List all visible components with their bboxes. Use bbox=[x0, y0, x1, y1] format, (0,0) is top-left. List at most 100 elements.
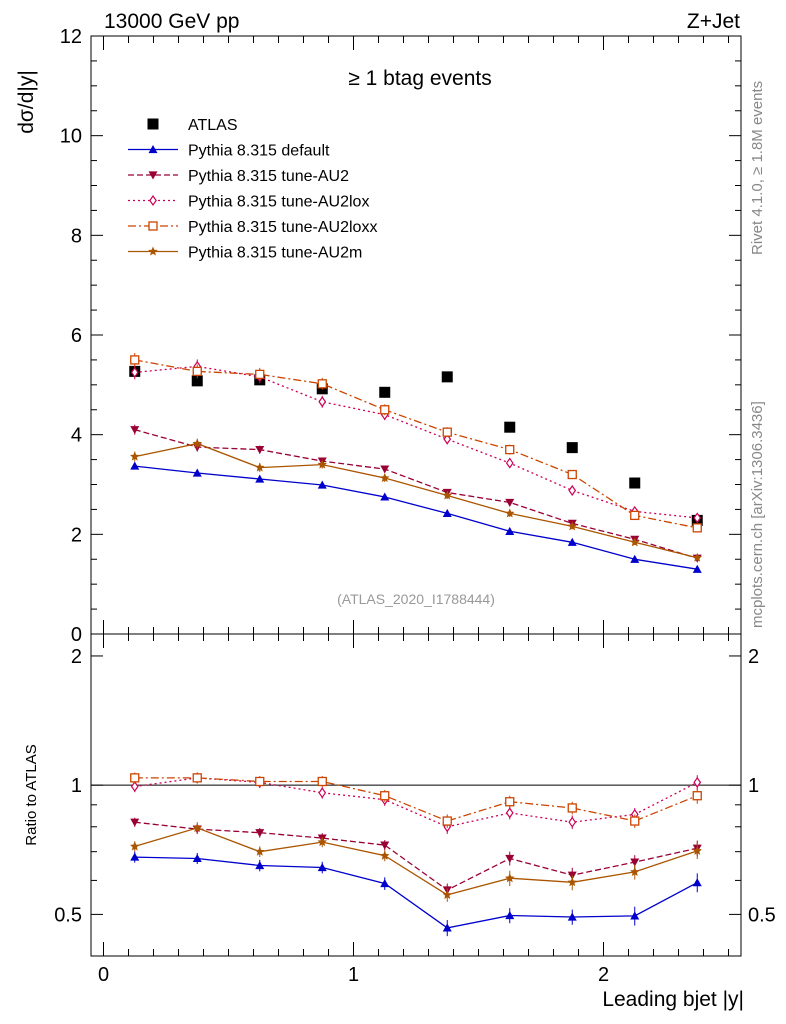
legend-marker bbox=[148, 221, 158, 231]
main-y-tick-label: 12 bbox=[60, 26, 82, 48]
main-point-pythia-8-315-tune-au2m bbox=[192, 438, 202, 448]
rivet-version-label: Rivet 4.1.0, ≥ 1.8M events bbox=[749, 81, 766, 255]
ratio-point-pythia-8-315-tune-au2 bbox=[630, 858, 640, 867]
legend-marker bbox=[149, 194, 157, 207]
ratio-series-pythia-8-315-tune-au2lox bbox=[130, 772, 702, 834]
main-point-atlas bbox=[441, 371, 453, 383]
ratio-y-tick-label: 0.5 bbox=[54, 904, 82, 926]
main-point-pythia-8-315-tune-au2lox bbox=[693, 512, 702, 524]
main-point-pythia-8-315-tune-au2lox bbox=[505, 457, 514, 469]
ratio-line-pythia-8-315-default bbox=[134, 856, 698, 929]
analysis-id-label: (ATLAS_2020_I1788444) bbox=[337, 591, 495, 607]
ratio-point-pythia-8-315-tune-au2lox bbox=[568, 816, 577, 828]
ratio-point-pythia-8-315-tune-au2loxx bbox=[380, 791, 390, 801]
main-point-pythia-8-315-tune-au2loxx bbox=[255, 369, 265, 380]
legend-item-pythia-8-315-tune-au2loxx: Pythia 8.315 tune-AU2loxx bbox=[128, 219, 377, 236]
ratio-y-tick-label: 2 bbox=[71, 646, 82, 668]
ratio-line-pythia-8-315-tune-au2 bbox=[134, 821, 698, 891]
legend-label: Pythia 8.315 tune-AU2lox bbox=[188, 194, 369, 211]
ratio-series-pythia-8-315-tune-au2m bbox=[130, 822, 702, 902]
main-series-pythia-8-315-tune-au2 bbox=[130, 424, 702, 563]
ratio-point-pythia-8-315-tune-au2lox bbox=[693, 776, 702, 788]
main-point-pythia-8-315-tune-au2loxx bbox=[317, 379, 327, 389]
main-point-pythia-8-315-tune-au2m bbox=[692, 552, 702, 562]
ratio-point-pythia-8-315-tune-au2loxx bbox=[567, 803, 577, 813]
main-point-pythia-8-315-default bbox=[130, 461, 140, 470]
ratio-y-tick-label-right: 2 bbox=[748, 646, 759, 668]
legend-item-pythia-8-315-tune-au2lox: Pythia 8.315 tune-AU2lox bbox=[128, 194, 369, 211]
main-point-pythia-8-315-tune-au2m bbox=[442, 490, 452, 500]
ratio-y-label: Ratio to ATLAS bbox=[23, 744, 40, 845]
ratio-point-pythia-8-315-tune-au2loxx bbox=[255, 776, 265, 787]
legend-label: Pythia 8.315 tune-AU2loxx bbox=[188, 219, 377, 236]
ratio-x-tick-label: 2 bbox=[598, 964, 609, 986]
main-point-pythia-8-315-default bbox=[380, 492, 390, 501]
ratio-point-pythia-8-315-default bbox=[255, 860, 265, 870]
main-line-pythia-8-315-tune-au2lox bbox=[134, 365, 698, 519]
main-y-tick-label: 0 bbox=[71, 624, 82, 646]
ratio-point-pythia-8-315-default bbox=[380, 879, 390, 888]
main-point-pythia-8-315-default bbox=[255, 474, 265, 483]
header-right: Z+Jet bbox=[687, 10, 740, 33]
main-point-pythia-8-315-tune-au2lox bbox=[318, 396, 327, 408]
main-line-pythia-8-315-tune-au2 bbox=[134, 429, 698, 559]
main-point-atlas bbox=[566, 442, 578, 454]
main-point-pythia-8-315-default bbox=[442, 508, 452, 518]
main-series-group bbox=[129, 352, 703, 573]
ratio-point-pythia-8-315-default bbox=[692, 878, 702, 887]
ratio-point-pythia-8-315-tune-au2m bbox=[255, 846, 265, 856]
legend-label: Pythia 8.315 default bbox=[188, 143, 330, 160]
ratio-point-pythia-8-315-tune-au2lox bbox=[505, 807, 514, 819]
ratio-point-pythia-8-315-default bbox=[567, 912, 577, 921]
main-point-pythia-8-315-tune-au2loxx bbox=[630, 510, 640, 521]
ratio-x-tick-label: 0 bbox=[98, 964, 109, 986]
ratio-line-pythia-8-315-tune-au2m bbox=[134, 827, 698, 896]
main-point-pythia-8-315-tune-au2m bbox=[130, 451, 140, 461]
ratio-point-pythia-8-315-tune-au2loxx bbox=[692, 791, 702, 801]
main-point-pythia-8-315-tune-au2lox bbox=[130, 366, 139, 378]
ratio-point-pythia-8-315-default bbox=[317, 863, 327, 872]
ratio-point-pythia-8-315-tune-au2 bbox=[130, 818, 140, 827]
ratio-line-pythia-8-315-tune-au2lox bbox=[134, 777, 698, 828]
ratio-point-pythia-8-315-tune-au2loxx bbox=[442, 816, 452, 826]
legend: ATLAS Pythia 8.315 default Pythia 8.315 tu… bbox=[128, 117, 377, 262]
ratio-point-pythia-8-315-tune-au2lox bbox=[318, 787, 327, 799]
legend-label: Pythia 8.315 tune-AU2 bbox=[188, 168, 349, 185]
ratio-series-pythia-8-315-default bbox=[130, 851, 702, 937]
main-point-atlas bbox=[504, 421, 516, 433]
main-point-pythia-8-315-default bbox=[317, 480, 327, 489]
main-point-pythia-8-315-default bbox=[567, 537, 577, 546]
ratio-y-tick-label: 1 bbox=[71, 775, 82, 797]
ratio-series-group bbox=[130, 772, 702, 937]
main-point-pythia-8-315-default bbox=[630, 554, 640, 563]
ratio-y-tick-label-right: 1 bbox=[748, 775, 759, 797]
main-y-tick-label: 6 bbox=[71, 325, 82, 347]
main-y-tick-label: 2 bbox=[71, 524, 82, 546]
ratio-point-pythia-8-315-tune-au2m bbox=[130, 841, 140, 851]
ratio-point-pythia-8-315-tune-au2m bbox=[567, 877, 577, 887]
main-point-pythia-8-315-tune-au2m bbox=[317, 459, 327, 469]
main-series-pythia-8-315-tune-au2m bbox=[130, 438, 702, 562]
main-point-atlas bbox=[379, 386, 391, 398]
main-point-pythia-8-315-tune-au2loxx bbox=[442, 427, 452, 437]
main-series-pythia-8-315-default bbox=[130, 461, 702, 573]
ratio-point-pythia-8-315-tune-au2loxx bbox=[505, 797, 515, 807]
ratio-x-tick-label: 1 bbox=[348, 964, 359, 986]
ratio-point-pythia-8-315-default bbox=[442, 923, 452, 932]
main-point-pythia-8-315-tune-au2 bbox=[255, 446, 265, 455]
x-axis-label: Leading bjet |y| bbox=[602, 988, 744, 1011]
ratio-point-pythia-8-315-tune-au2m bbox=[505, 873, 515, 883]
legend-item-pythia-8-315-tune-au2m: Pythia 8.315 tune-AU2m bbox=[128, 245, 362, 262]
main-x-axis bbox=[103, 36, 729, 634]
main-series-atlas bbox=[129, 365, 703, 526]
main-point-pythia-8-315-tune-au2 bbox=[130, 426, 140, 435]
ratio-point-pythia-8-315-tune-au2 bbox=[255, 829, 265, 838]
main-y-tick-label: 8 bbox=[71, 225, 82, 247]
ratio-line-pythia-8-315-tune-au2loxx bbox=[134, 777, 698, 822]
main-point-pythia-8-315-default bbox=[192, 468, 202, 477]
main-line-pythia-8-315-tune-au2m bbox=[134, 442, 698, 559]
main-point-pythia-8-315-default bbox=[692, 564, 702, 573]
ratio-point-pythia-8-315-tune-au2loxx bbox=[130, 773, 140, 783]
main-point-pythia-8-315-tune-au2 bbox=[505, 498, 515, 507]
main-line-pythia-8-315-tune-au2loxx bbox=[134, 359, 698, 529]
